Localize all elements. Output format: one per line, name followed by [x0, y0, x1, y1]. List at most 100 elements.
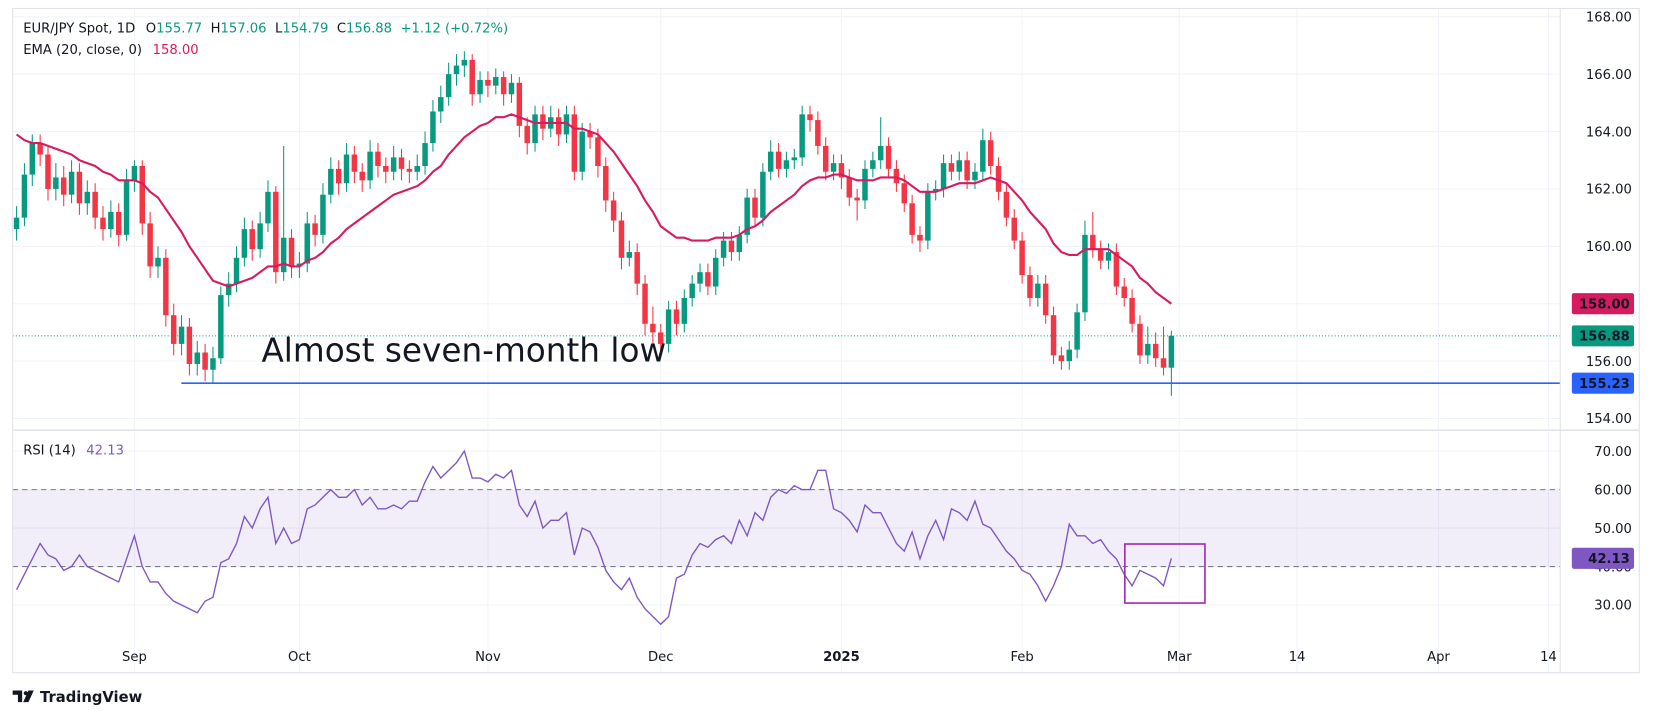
- plot-layer: [12, 51, 1561, 626]
- y-tick-label: 160.00: [1586, 240, 1632, 255]
- candle-body: [877, 145, 884, 161]
- candle-body: [807, 114, 813, 121]
- ema-legend: EMA (20, close, 0) 158.00: [23, 43, 198, 58]
- symbol: EUR/JPY Spot, 1D: [23, 22, 135, 37]
- rsi-tick-label: 50.00: [1594, 522, 1632, 537]
- candle-body: [893, 168, 900, 184]
- candle-body: [1035, 283, 1041, 298]
- rsi-tag-bg: [1571, 547, 1635, 569]
- x-tick-label: 14: [1540, 650, 1557, 665]
- rsi-name: RSI (14): [23, 443, 76, 458]
- candle-body: [367, 151, 373, 181]
- candle-body: [1058, 355, 1065, 362]
- candle-body: [932, 188, 939, 192]
- candle-body: [328, 168, 334, 195]
- close-value: 156.88: [346, 22, 392, 37]
- last-price-tag: 156.88: [1579, 330, 1630, 345]
- candle-body: [296, 263, 303, 267]
- rsi-tick-label: 70.00: [1594, 445, 1632, 460]
- candle-body: [500, 77, 507, 95]
- candle-body: [155, 257, 161, 267]
- candle-body: [351, 154, 358, 172]
- candle-body: [972, 171, 978, 181]
- candle-body: [1074, 312, 1080, 350]
- candle-body: [383, 165, 389, 172]
- candle-body: [799, 114, 805, 158]
- candle-body: [115, 211, 122, 235]
- candle-body: [414, 165, 420, 172]
- candle-body: [178, 326, 185, 344]
- rsi-band: [12, 489, 1561, 567]
- candle-body: [265, 191, 271, 224]
- candle-body: [987, 140, 994, 166]
- candle-body: [1160, 358, 1167, 368]
- candle-body: [1042, 283, 1049, 316]
- candle-body: [1019, 240, 1025, 276]
- candle-body: [956, 160, 963, 172]
- candle-body: [218, 295, 224, 359]
- candle-body: [642, 283, 648, 324]
- support-price-tag-bg: [1571, 372, 1635, 394]
- candle-body: [815, 120, 821, 146]
- candle-body: [131, 165, 138, 181]
- candle-body: [870, 160, 876, 169]
- candle-body: [210, 358, 216, 370]
- grid-layer: [12, 8, 1561, 672]
- candle-body: [980, 140, 986, 172]
- y-tick-label: 154.00: [1586, 412, 1632, 427]
- candle-body: [163, 257, 169, 316]
- candle-body: [744, 197, 750, 235]
- open-label: O: [146, 22, 156, 37]
- candle-body: [626, 252, 633, 258]
- candle-body: [430, 111, 436, 144]
- candle-body: [233, 257, 240, 284]
- candle-body: [241, 229, 248, 258]
- highlight-box: [1124, 543, 1206, 604]
- candle-body: [650, 323, 656, 333]
- candle-body: [335, 168, 342, 184]
- candle-body: [540, 114, 546, 129]
- candle-body: [445, 74, 452, 98]
- close-label: C: [337, 22, 346, 37]
- candle-body: [1129, 297, 1135, 324]
- candle-body: [909, 203, 915, 235]
- candle-body: [752, 197, 758, 218]
- header-line: EUR/JPY Spot, 1D O155.77 H157.06 L154.79 C15…: [23, 22, 508, 37]
- candle-body: [697, 272, 703, 284]
- candle-body: [273, 191, 279, 273]
- candle-body: [1050, 315, 1057, 356]
- ema-name: EMA (20, close, 0): [23, 43, 142, 58]
- candle-body: [1097, 249, 1104, 261]
- candle-body: [422, 143, 428, 166]
- candle-body: [477, 79, 483, 95]
- candle-body: [995, 165, 1002, 192]
- high-label: H: [211, 22, 221, 37]
- candle-body: [225, 283, 232, 296]
- low-value: 154.79: [282, 22, 328, 37]
- candle-body: [791, 157, 798, 161]
- candle-body: [901, 183, 908, 204]
- candle-body: [964, 160, 970, 181]
- candle-body: [563, 114, 570, 135]
- candle-body: [1082, 234, 1088, 313]
- candle-body: [92, 191, 98, 218]
- candle-body: [767, 151, 774, 172]
- candle-body: [618, 220, 625, 258]
- candle-body: [438, 97, 444, 112]
- x-tick-label: Dec: [648, 650, 673, 665]
- candle-body: [469, 59, 475, 95]
- candle-body: [68, 171, 75, 195]
- rsi-tick-label: 60.00: [1594, 483, 1632, 498]
- candle-body: [1145, 343, 1151, 356]
- candle-body: [100, 217, 106, 230]
- candle-body: [587, 131, 593, 138]
- x-tick-label: Feb: [1010, 650, 1033, 665]
- candle-body: [555, 117, 562, 135]
- candle-body: [1003, 191, 1010, 218]
- candle-body: [37, 143, 43, 155]
- x-tick-label: 2025: [823, 650, 860, 665]
- candle-body: [485, 79, 491, 86]
